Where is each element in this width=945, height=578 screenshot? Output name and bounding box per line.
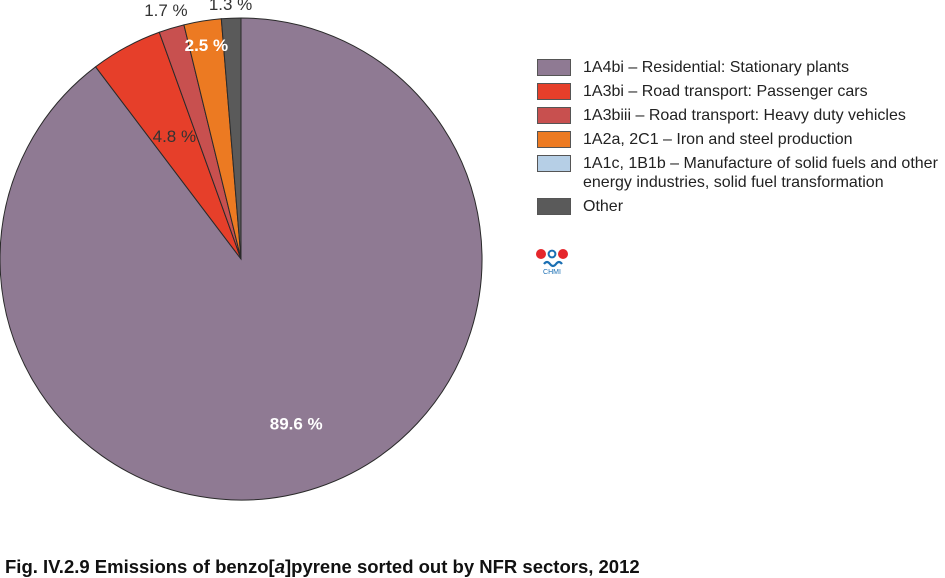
legend-swatch <box>537 155 571 172</box>
pie-slice <box>220 17 242 260</box>
pie-chart-svg: 89.6 % 4.8 % 1.7 % 2.5 % 1.3 % <box>0 0 483 501</box>
legend-label: 1A2a, 2C1 – Iron and steel production <box>583 131 853 148</box>
legend-label: 1A1c, 1B1b – Manufacture of solid fuels … <box>583 155 938 191</box>
caption-italic: a <box>274 556 285 577</box>
legend-label: 1A4bi – Residential: Stationary plants <box>583 59 849 76</box>
figure-caption: Fig. IV.2.9 Emissions of benzo[a]pyrene … <box>5 556 640 578</box>
pie-slice-label: 1.3 % <box>209 0 252 14</box>
legend-swatch <box>537 107 571 124</box>
legend-label: 1A3biii – Road transport: Heavy duty veh… <box>583 107 906 124</box>
pie-slice-label: 2.5 % <box>185 36 228 55</box>
pie-slice-label: 89.6 % <box>270 414 323 433</box>
pie-slices <box>0 17 483 501</box>
legend-label: Other <box>583 198 624 215</box>
legend-swatch <box>537 131 571 148</box>
legend-swatch <box>537 59 571 76</box>
legend-item: 1A3biii – Road transport: Heavy duty veh… <box>537 106 945 125</box>
caption-prefix: Fig. IV.2.9 Emissions of benzo[ <box>5 556 275 577</box>
caption-suffix: ]pyrene sorted out by NFR sectors, 2012 <box>284 556 640 577</box>
legend-item: 1A3bi – Road transport: Passenger cars <box>537 82 945 101</box>
chmi-logo-text: CHMI <box>543 269 561 276</box>
pie-slice-label: 4.8 % <box>153 127 196 146</box>
legend-item: 1A2a, 2C1 – Iron and steel production <box>537 130 945 149</box>
legend-swatch <box>537 83 571 100</box>
pie-slice-label: 1.7 % <box>144 1 187 20</box>
legend-label: 1A3bi – Road transport: Passenger cars <box>583 83 868 100</box>
legend-item: 1A4bi – Residential: Stationary plants <box>537 58 945 77</box>
chmi-logo: CHMI <box>535 247 569 279</box>
legend-item: Other <box>537 197 945 216</box>
pie-chart: 89.6 % 4.8 % 1.7 % 2.5 % 1.3 % 1A4bi – Resid… <box>0 0 945 501</box>
legend-item: 1A1c, 1B1b – Manufacture of solid fuels … <box>537 154 945 192</box>
pie-labels: 89.6 % 4.8 % 1.7 % 2.5 % 1.3 % <box>144 0 322 433</box>
chmi-logo-icon <box>536 249 568 268</box>
pie-slice <box>0 17 483 501</box>
chart-legend: 1A4bi – Residential: Stationary plants 1… <box>537 58 945 221</box>
legend-swatch <box>537 198 571 215</box>
